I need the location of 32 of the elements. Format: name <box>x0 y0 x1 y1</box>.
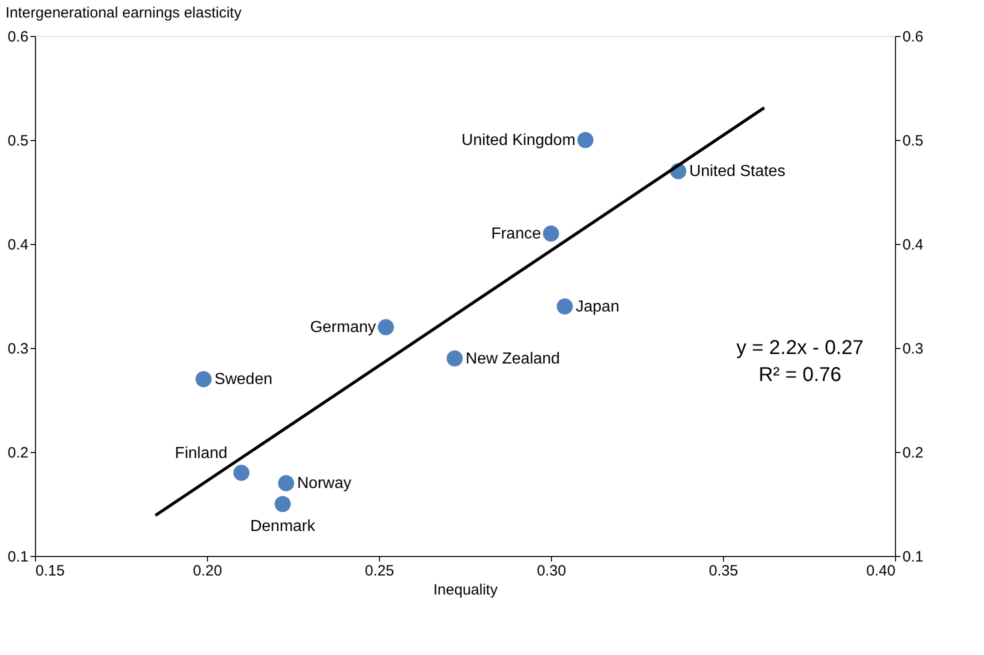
y2-tick-label: 0.1 <box>902 548 924 566</box>
annotation: France <box>491 226 542 243</box>
annotation: United States <box>689 163 786 180</box>
y-tick-label: 0.5 <box>8 132 28 150</box>
annotation: R² = 0.76 <box>758 364 842 386</box>
y-tick-label: 0.6 <box>8 28 28 46</box>
annotation: Norway <box>297 475 352 492</box>
x-tick-label: 0.15 <box>36 562 65 580</box>
x-tick-label: 0.25 <box>364 562 394 580</box>
annotation: United Kingdom <box>462 132 576 149</box>
annotation: Sweden <box>214 371 272 388</box>
annotation: Finland <box>174 444 228 462</box>
x-tick-label: 0.20 <box>192 562 222 580</box>
annotation: Germany <box>310 319 376 336</box>
y-tick-label: 0.2 <box>8 444 28 462</box>
x-tick-label: 0.30 <box>536 562 566 580</box>
y2-tick-label: 0.5 <box>902 132 924 150</box>
y-axis-title: Intergenerational earnings elasticity <box>6 4 242 22</box>
y2-tick-label: 0.2 <box>902 444 924 462</box>
y-tick-label: 0.1 <box>8 548 28 566</box>
annotation: New Zealand <box>466 350 560 368</box>
x-axis-title: Inequality <box>433 582 498 598</box>
y2-tick-label: 0.4 <box>902 236 924 254</box>
annotation: y = 2.2x - 0.27 <box>736 337 864 359</box>
annotation: Japan <box>576 298 620 316</box>
x-tick-label: 0.40 <box>866 562 896 580</box>
y-tick-label: 0.4 <box>8 236 28 254</box>
y-tick-label: 0.3 <box>8 340 28 358</box>
y2-tick-label: 0.6 <box>902 28 924 46</box>
y2-tick-label: 0.3 <box>902 340 924 358</box>
x-tick-label: 0.35 <box>708 562 738 580</box>
annotation: Denmark <box>250 518 316 535</box>
